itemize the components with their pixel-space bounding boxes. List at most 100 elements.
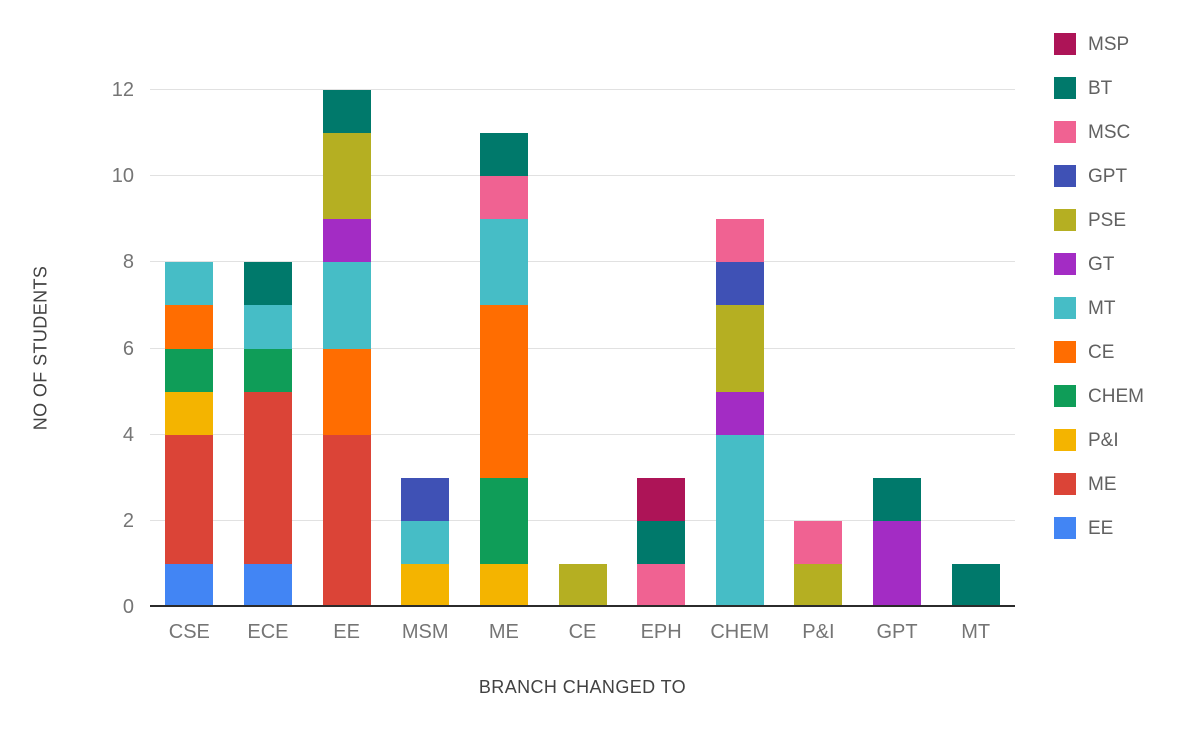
bar-segment-EE-GT[interactable]	[322, 219, 371, 263]
legend-label-BT: BT	[1088, 77, 1113, 99]
bar-segment-EE-PSE[interactable]	[322, 133, 371, 220]
legend-swatch-MSP	[1054, 33, 1076, 55]
bar-segment-EPH-BT[interactable]	[637, 520, 686, 564]
bar-segment-CHEM-GT[interactable]	[715, 391, 764, 435]
bar-segment-ECE-EE[interactable]	[243, 563, 292, 607]
y-tick-label-2: 2	[122, 509, 134, 532]
gridline-y-12	[150, 89, 1015, 90]
bar-segment-ECE-CHEM[interactable]	[243, 348, 292, 392]
bar-segment-CSE-MT[interactable]	[165, 262, 214, 306]
bar-segment-ECE-ME[interactable]	[243, 391, 292, 564]
bar-segment-ME-MSC[interactable]	[479, 176, 528, 220]
y-tick-label-8: 8	[122, 251, 134, 274]
legend-item-BT: BT	[1054, 77, 1144, 99]
legend-item-GT: GT	[1054, 253, 1144, 275]
legend-label-GPT: GPT	[1088, 165, 1128, 187]
legend-label-MSP: MSP	[1088, 33, 1130, 55]
bar-segment-CHEM-MT[interactable]	[715, 434, 764, 607]
x-tick-label-EE: EE	[333, 621, 360, 643]
legend-label-CE: CE	[1088, 341, 1115, 363]
legend-label-MSC: MSC	[1088, 121, 1131, 143]
gridline-y-8	[150, 261, 1015, 263]
legend-swatch-CHEM	[1054, 385, 1076, 407]
x-tick-label-MT: MT	[961, 621, 991, 643]
x-tick-label-CE: CE	[568, 621, 597, 643]
legend-swatch-ME	[1054, 473, 1076, 495]
legend-item-MSC: MSC	[1054, 121, 1144, 143]
legend-swatch-GT	[1054, 253, 1076, 275]
bar-segment-CE-PSE[interactable]	[558, 563, 607, 607]
bar-segment-ME-BT[interactable]	[479, 133, 528, 177]
bar-segment-CSE-P&I[interactable]	[165, 391, 214, 435]
x-tick-label-MSM: MSM	[401, 621, 449, 643]
legend-label-EE: EE	[1088, 517, 1114, 539]
x-tick-label-ME: ME	[488, 621, 519, 643]
bar-segment-EE-CE[interactable]	[322, 348, 371, 435]
bar-segment-CSE-EE[interactable]	[165, 563, 214, 607]
bar-segment-EPH-MSC[interactable]	[637, 563, 686, 607]
gridline-y-6	[150, 347, 1015, 349]
legend-swatch-MT	[1054, 297, 1076, 319]
legend-swatch-GPT	[1054, 165, 1076, 187]
gridline-y-10	[150, 175, 1015, 177]
y-tick-label-12: 12	[111, 79, 134, 101]
x-tick-label-P&I: P&I	[802, 621, 835, 643]
legend-item-EE: EE	[1054, 517, 1144, 539]
bar-segment-CSE-CE[interactable]	[165, 305, 214, 349]
legend-item-GPT: GPT	[1054, 165, 1144, 187]
bar-segment-MT-BT[interactable]	[951, 563, 1000, 607]
legend-item-CE: CE	[1054, 341, 1144, 363]
bar-segment-CSE-CHEM[interactable]	[165, 348, 214, 392]
legend-label-ME: ME	[1088, 473, 1117, 495]
legend-item-CHEM: CHEM	[1054, 385, 1144, 407]
legend-label-CHEM: CHEM	[1088, 385, 1144, 407]
bar-segment-GPT-BT[interactable]	[873, 477, 922, 521]
bar-segment-P&I-MSC[interactable]	[794, 520, 843, 564]
bar-segment-CHEM-GPT[interactable]	[715, 262, 764, 306]
legend-label-P&I: P&I	[1088, 429, 1119, 451]
bar-segment-P&I-PSE[interactable]	[794, 563, 843, 607]
x-tick-label-EPH: EPH	[640, 621, 682, 643]
bar-segment-CHEM-PSE[interactable]	[715, 305, 764, 392]
legend-swatch-CE	[1054, 341, 1076, 363]
bar-segment-EE-MT[interactable]	[322, 262, 371, 349]
legend-swatch-BT	[1054, 77, 1076, 99]
bar-segment-CSE-ME[interactable]	[165, 434, 214, 564]
bar-segment-GPT-GT[interactable]	[873, 520, 922, 607]
y-tick-label-6: 6	[122, 337, 134, 360]
bar-segment-MSM-P&I[interactable]	[401, 563, 450, 607]
bar-segment-ME-CHEM[interactable]	[479, 477, 528, 564]
legend-swatch-MSC	[1054, 121, 1076, 143]
y-axis-title: NO OF STUDENTS	[30, 265, 51, 431]
gridline-y-4	[150, 433, 1015, 435]
legend-item-PSE: PSE	[1054, 209, 1144, 231]
bar-segment-EE-ME[interactable]	[322, 434, 371, 607]
bar-segment-ME-CE[interactable]	[479, 305, 528, 478]
x-tick-label-CSE: CSE	[168, 621, 210, 643]
y-tick-label-10: 10	[111, 165, 134, 188]
legend-label-PSE: PSE	[1088, 209, 1127, 231]
x-tick-label-CHEM: CHEM	[710, 621, 770, 643]
bar-segment-CHEM-MSC[interactable]	[715, 219, 764, 263]
legend-item-ME: ME	[1054, 473, 1144, 495]
legend-item-MT: MT	[1054, 297, 1144, 319]
y-tick-label-4: 4	[122, 423, 134, 446]
legend-label-GT: GT	[1088, 253, 1115, 275]
bar-segment-EE-BT[interactable]	[322, 90, 371, 134]
bar-segment-ECE-BT[interactable]	[243, 262, 292, 306]
bar-segment-MSM-MT[interactable]	[401, 520, 450, 564]
bar-segment-MSM-GPT[interactable]	[401, 477, 450, 521]
legend-swatch-EE	[1054, 517, 1076, 539]
x-tick-label-GPT: GPT	[876, 621, 918, 643]
legend: MSP BT MSC GPT PSE GT MT CE CHEM P&I ME EE	[1054, 33, 1144, 539]
legend-swatch-PSE	[1054, 209, 1076, 231]
plot-area: 0 2 4 6 8 10 12 CSE ECE EE MSM ME CE EPH CHEM P&I GPT MT	[112, 80, 1015, 643]
bar-segment-ME-MT[interactable]	[479, 219, 528, 306]
legend-swatch-P&I	[1054, 429, 1076, 451]
x-axis-baseline	[150, 605, 1015, 607]
bar-segment-EPH-MSP[interactable]	[637, 477, 686, 521]
legend-item-MSP: MSP	[1054, 33, 1144, 55]
bar-segment-ME-P&I[interactable]	[479, 563, 528, 607]
bar-segment-ECE-MT[interactable]	[243, 305, 292, 349]
